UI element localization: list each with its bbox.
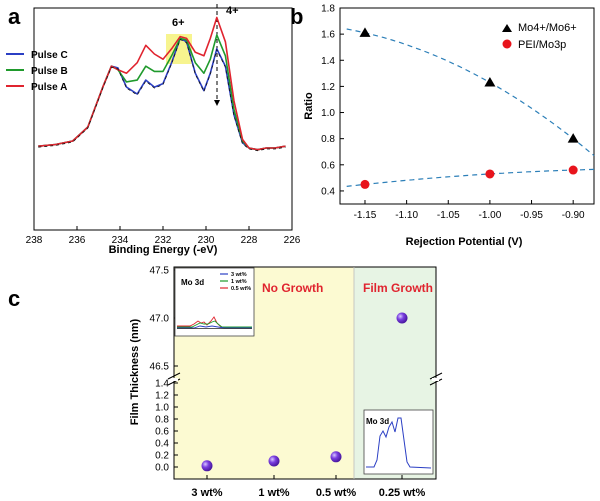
series-line-pulse-a [38, 16, 286, 151]
legend-pei-mo3p: PEI/Mo3p [518, 39, 566, 51]
panel-b-xtick-label: -0.90 [562, 210, 585, 221]
panel-c-ytick-label: 0.2 [155, 451, 169, 462]
panel-b-ytick-label: 1.4 [321, 56, 335, 67]
panel-c-ytick-label: 1.2 [155, 391, 169, 402]
series-line-pulse-c [38, 37, 286, 151]
panel-b-ytick-label: 1.6 [321, 30, 335, 41]
panel-c-ytick-label: 1.0 [155, 403, 169, 414]
panel-a-series [38, 16, 286, 152]
axis-break-marks [167, 372, 443, 386]
legend-circle-marker [502, 39, 512, 49]
panel-b-ticks: -1.15 -1.10 -1.05 -1.00 -0.95 -0.90 0.4 0.6 0.8 1… [321, 4, 585, 222]
panel-c-category-label: 0.25 wt% [379, 487, 426, 499]
thickness-point [268, 455, 280, 467]
panel-b-xtick-label: -1.05 [437, 210, 460, 221]
inset1-legend-3wt: 3 wt% [231, 272, 247, 278]
inset2-trace [366, 417, 432, 469]
point-mo4-mo6 [567, 133, 579, 143]
point-pei-mo3p [568, 165, 578, 175]
legend-label-pulse-c: Pulse C [31, 50, 68, 61]
panel-b-xtick-label: -0.95 [520, 210, 543, 221]
panel-c-category-label: 1 wt% [258, 487, 289, 499]
series-line-pulse-b [38, 34, 286, 151]
panel-b-frame [339, 7, 595, 205]
legend-mo4-mo6: Mo4+/Mo6+ [518, 22, 577, 34]
panel-b-legend: Mo4+/Mo6+ PEI/Mo3p [502, 22, 577, 51]
panel-b-ylabel: Ratio [303, 92, 315, 120]
panel-a-xtick-label: 232 [155, 235, 172, 246]
panel-c-frame [173, 266, 437, 480]
panel-c-points [201, 312, 408, 472]
annotation-6plus: 6+ [172, 17, 185, 29]
annotation-4plus: 4+ [226, 5, 239, 17]
thickness-point [396, 312, 408, 324]
panel-c-category-label: 0.5 wt% [316, 487, 357, 499]
series-fit-dashed [38, 38, 286, 152]
panel-c-ytick-label: 0.8 [155, 415, 169, 426]
panel-b-xlabel: Rejection Potential (V) [406, 236, 523, 248]
inset1-blue-trace [177, 325, 252, 329]
panel-a-xtick-label: 238 [26, 235, 43, 246]
panel-c-categories: 3 wt% 1 wt% 0.5 wt% 0.25 wt% [191, 475, 425, 499]
panel-b-ytick-label: 1.2 [321, 82, 335, 93]
legend-label-pulse-b: Pulse B [31, 66, 68, 77]
panel-b-ytick-label: 0.6 [321, 160, 335, 171]
panel-a-letter: a [8, 4, 21, 29]
panel-a-xlabel: Binding Energy (-eV) [109, 244, 218, 256]
inset-mo3d-concentration: Mo 3d 3 wt% 1 wt% 0.5 wt% [174, 267, 255, 337]
panel-a-xtick-label: 236 [69, 235, 86, 246]
point-mo4-mo6 [359, 27, 371, 37]
panel-b-ytick-label: 0.8 [321, 134, 335, 145]
panel-b-letter: b [290, 4, 303, 29]
fit-line-pei-mo3p [346, 168, 595, 187]
panel-a-xtick-label: 230 [198, 235, 215, 246]
panel-a-xtick-label: 228 [241, 235, 258, 246]
no-growth-label: No Growth [262, 281, 323, 295]
panel-b-xtick-label: -1.15 [354, 210, 377, 221]
panel-b-xtick-label: -1.10 [395, 210, 418, 221]
panel-b-ytick-label: 1.8 [321, 4, 335, 15]
panel-a-xtick-label: 234 [112, 235, 129, 246]
panel-c-ytick-label: 47.0 [150, 314, 170, 325]
panel-a-xtick-label: 226 [284, 235, 301, 246]
annotation-arrow [214, 100, 220, 106]
thickness-point [330, 451, 342, 463]
legend-label-pulse-a: Pulse A [31, 82, 67, 93]
thickness-point [201, 460, 213, 472]
inset1-label: Mo 3d [181, 278, 204, 287]
fit-line-mo4-mo6 [346, 28, 595, 157]
inset-mo3d-film: Mo 3d [363, 409, 434, 475]
panel-a-xticks: 238 236 234 232 230 228 226 [26, 226, 301, 246]
panel-b-ytick-label: 1.0 [321, 108, 335, 119]
point-mo4-mo6 [484, 76, 496, 87]
panel-c-ytick-label: 46.5 [150, 362, 170, 373]
inset1-green-trace [177, 320, 252, 328]
panel-a-legend: Pulse C Pulse B Pulse A [6, 50, 68, 93]
film-growth-label: Film Growth [363, 281, 433, 295]
inset1-legend-1wt: 1 wt% [231, 279, 247, 285]
panel-b-fit-lines [346, 28, 595, 187]
panel-c-ytick-label: 1.4 [155, 379, 169, 390]
panel-a-frame [33, 7, 293, 231]
panel-b-xtick-label: -1.00 [479, 210, 502, 221]
panel-b-ytick-label: 0.4 [321, 186, 335, 197]
panel-c-category-label: 3 wt% [191, 487, 222, 499]
panel-c-ytick-label: 0.6 [155, 427, 169, 438]
inset1-legend-05wt: 0.5 wt% [231, 286, 251, 292]
panel-c-ticks: 0.00.20.40.60.81.01.21.4 46.5 47.0 47.5 [150, 266, 178, 474]
panel-c-ytick-label: 0.0 [155, 463, 169, 474]
panel-c-ytick-label: 47.5 [150, 266, 170, 277]
point-pei-mo3p [360, 179, 370, 189]
panel-c-ytick-label: 0.4 [155, 439, 169, 450]
panel-b-points [359, 27, 579, 189]
panel-c-ylabel: Film Thickness (nm) [129, 318, 141, 425]
point-pei-mo3p [485, 169, 495, 179]
inset2-label: Mo 3d [366, 417, 389, 426]
panel-c-letter: c [8, 286, 20, 311]
legend-triangle-marker [502, 24, 512, 32]
